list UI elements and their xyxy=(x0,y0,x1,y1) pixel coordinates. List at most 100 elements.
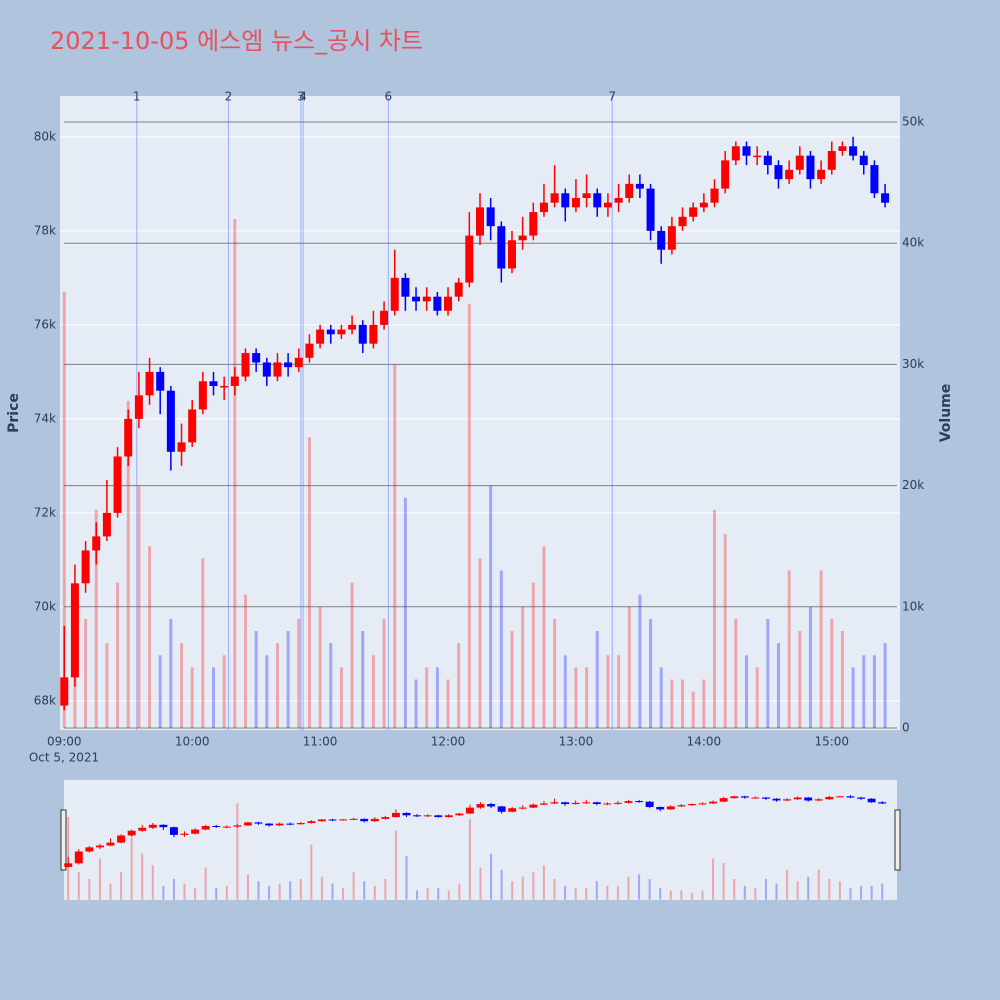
mini-volume-bar xyxy=(764,878,767,900)
volume-bar xyxy=(872,655,876,729)
mini-candle-body xyxy=(497,806,506,812)
mini-volume-bar xyxy=(352,872,355,900)
volume-bar xyxy=(307,437,311,729)
mini-volume-bar xyxy=(616,885,619,900)
candle-body xyxy=(134,395,143,419)
mini-candle-body xyxy=(444,815,453,818)
mini-volume-bar xyxy=(680,890,683,900)
volume-bar xyxy=(617,655,621,729)
x-date-label: Oct 5, 2021 xyxy=(29,751,99,765)
volume-bar xyxy=(531,582,535,729)
volume-bar xyxy=(180,643,184,729)
candle-body xyxy=(753,155,762,158)
mini-candle-body xyxy=(835,796,844,798)
mini-candle-body xyxy=(64,863,73,867)
mini-volume-bar xyxy=(384,878,387,900)
range-handle-right[interactable] xyxy=(894,809,901,871)
candle-body xyxy=(561,193,570,208)
range-slider[interactable] xyxy=(64,780,897,900)
mini-candle-body xyxy=(201,825,210,830)
mini-candle-body xyxy=(635,801,644,803)
mini-volume-bar xyxy=(479,867,482,900)
mini-volume-bar xyxy=(511,881,514,900)
mini-candle-body xyxy=(117,835,126,843)
y-axis-title: Price xyxy=(6,393,22,433)
volume-bar xyxy=(808,606,812,729)
y2-tick-label: 50k xyxy=(902,115,924,129)
volume-bar xyxy=(478,558,482,729)
volume-bar xyxy=(233,219,237,729)
candle-body xyxy=(518,235,527,241)
mini-volume-bar xyxy=(130,837,133,900)
mini-candle-body xyxy=(761,797,770,799)
mini-volume-bar xyxy=(289,881,292,900)
candle-body xyxy=(337,329,346,335)
volume-bar xyxy=(457,643,461,729)
volume-bar xyxy=(403,497,407,729)
candle-body xyxy=(92,536,101,551)
mini-volume-bar xyxy=(500,869,503,900)
volume-bar xyxy=(595,631,599,729)
x-tick-label: 12:00 xyxy=(431,735,466,749)
volume-bar xyxy=(105,643,109,729)
mini-candle-body xyxy=(138,827,147,831)
volume-bar xyxy=(361,631,365,729)
mini-volume-bar xyxy=(215,888,218,900)
volume-bar xyxy=(713,509,717,729)
volume-bar xyxy=(94,509,98,729)
candle-body xyxy=(476,207,484,236)
event-label: 2 xyxy=(225,90,233,104)
mini-candle-body xyxy=(74,851,83,864)
mini-volume-bar xyxy=(648,878,651,900)
mini-volume-bar xyxy=(363,881,366,900)
candle-body xyxy=(710,188,719,203)
volume-bar xyxy=(510,631,514,729)
candle-body xyxy=(177,442,186,452)
candle-body xyxy=(742,146,751,156)
mini-volume-bar xyxy=(521,876,524,900)
mini-candle-body xyxy=(339,819,348,821)
volume-bar xyxy=(371,655,375,729)
volume-bar xyxy=(670,679,674,729)
candle-body xyxy=(689,207,698,217)
y-tick-label: 70k xyxy=(34,599,56,613)
mini-volume-bar xyxy=(754,888,757,900)
volume-bar xyxy=(425,667,429,729)
mini-candle-body xyxy=(613,802,622,804)
volume-bar xyxy=(851,667,855,729)
range-handle-left[interactable] xyxy=(60,809,67,871)
volume-bar xyxy=(862,655,866,729)
mini-candle-body xyxy=(825,796,834,800)
mini-volume-bar xyxy=(394,830,397,900)
mini-volume-bar xyxy=(849,888,852,900)
mini-volume-bar xyxy=(437,888,440,900)
volume-bar xyxy=(776,643,780,729)
candle-body xyxy=(102,512,111,537)
volume-bar xyxy=(563,655,567,729)
mini-volume-bar xyxy=(881,883,884,900)
candle-body xyxy=(806,155,815,180)
mini-volume-bar xyxy=(807,876,810,900)
mini-volume-bar xyxy=(690,892,693,900)
y-tick-label: 74k xyxy=(34,411,56,425)
volume-bar xyxy=(116,582,120,729)
event-label: 1 xyxy=(133,90,141,104)
volume-bar xyxy=(169,618,173,729)
volume-bar xyxy=(467,303,471,729)
candle-body xyxy=(273,362,282,377)
mini-candle-body xyxy=(286,823,295,825)
mini-candle-body xyxy=(180,833,189,835)
candle-body xyxy=(401,277,410,297)
mini-volume-bar xyxy=(786,869,789,900)
volume-bar xyxy=(691,691,695,729)
mini-volume-bar xyxy=(860,885,863,900)
mini-volume-bar xyxy=(268,885,271,900)
mini-volume-bar xyxy=(817,869,820,900)
volume-bar xyxy=(649,618,653,729)
candle-body xyxy=(593,193,602,208)
mini-volume-bar xyxy=(88,878,91,900)
volume-bar xyxy=(148,546,152,729)
candle-body xyxy=(657,230,666,250)
mini-volume-bar xyxy=(342,888,345,900)
